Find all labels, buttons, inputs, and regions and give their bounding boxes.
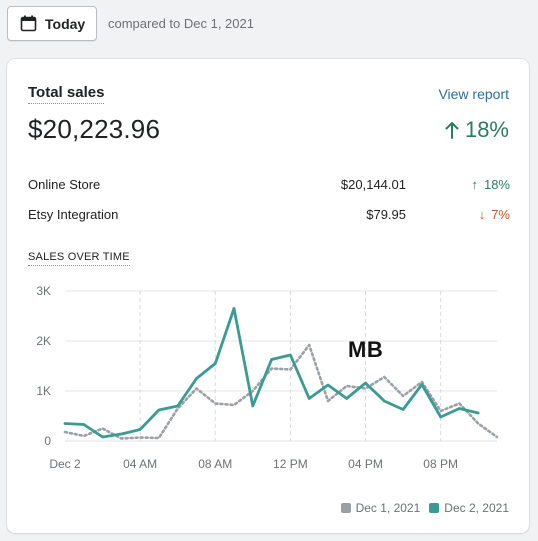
x-tick-label: 08 AM: [198, 457, 232, 471]
channel-change-value: 18%: [483, 177, 510, 192]
date-range-label: Today: [45, 15, 86, 32]
chart-legend: Dec 1, 2021 Dec 2, 2021: [332, 501, 509, 515]
legend-item-previous[interactable]: Dec 1, 2021: [340, 501, 421, 515]
comparison-text: compared to Dec 1, 2021: [108, 16, 254, 31]
x-tick-label: Dec 2: [49, 457, 81, 471]
date-range-button[interactable]: Today: [7, 6, 97, 41]
arrow-down-icon: ↓: [478, 207, 486, 222]
sales-over-time-chart[interactable]: 0 1K 2K 3K Dec 2 04 AM 08 AM 12 PM 04 PM 08 PM: [7, 59, 529, 479]
series-line-previous: [63, 343, 499, 440]
arrow-up-icon: ↑: [471, 177, 478, 192]
y-tick-label: 1K: [36, 384, 51, 398]
legend-swatch-current: [429, 503, 440, 513]
legend-label-current: Dec 2, 2021: [444, 501, 509, 515]
channel-amount: $79.95: [366, 207, 406, 222]
legend-swatch-previous: [340, 503, 351, 513]
legend-item-current[interactable]: Dec 2, 2021: [429, 501, 509, 515]
channel-name: Online Store: [28, 177, 101, 192]
toolbar: Today compared to Dec 1, 2021: [0, 0, 538, 50]
legend-label-previous: Dec 1, 2021: [355, 501, 421, 515]
view-report-link[interactable]: View report: [438, 86, 509, 102]
y-tick-label: 0: [44, 434, 51, 448]
x-tick-label: 08 PM: [423, 457, 458, 471]
channel-name: Etsy Integration: [28, 207, 119, 222]
y-tick-label: 2K: [36, 334, 51, 348]
x-tick-label: 12 PM: [273, 457, 308, 471]
channel-change: ↑ 18%: [471, 177, 510, 192]
channel-change-value: 7%: [491, 207, 510, 222]
x-tick-label: 04 AM: [123, 457, 157, 471]
channel-amount: $20,144.01: [340, 177, 406, 192]
series-line-current: [63, 307, 480, 439]
total-sales-value: $20,223.96: [28, 114, 161, 144]
card-title[interactable]: Total sales: [28, 84, 105, 104]
watermark-text: MB: [348, 337, 384, 362]
chart-section-label[interactable]: SALES OVER TIME: [28, 251, 130, 266]
y-tick-label: 3K: [36, 284, 51, 298]
total-change-value: 18%: [464, 117, 509, 142]
total-sales-card: Total sales View report $20,223.96 18% O…: [7, 59, 529, 533]
total-sales-change: 18%: [445, 117, 509, 143]
arrow-up-icon: [445, 122, 459, 139]
breakdown-row-online-store: Online Store $20,144.01 ↑ 18%: [28, 177, 510, 197]
calendar-icon: [20, 15, 37, 32]
channel-change: ↓ 7%: [479, 207, 510, 222]
breakdown-row-etsy-integration: Etsy Integration $79.95 ↓ 7%: [28, 207, 510, 227]
x-tick-label: 04 PM: [348, 457, 383, 471]
